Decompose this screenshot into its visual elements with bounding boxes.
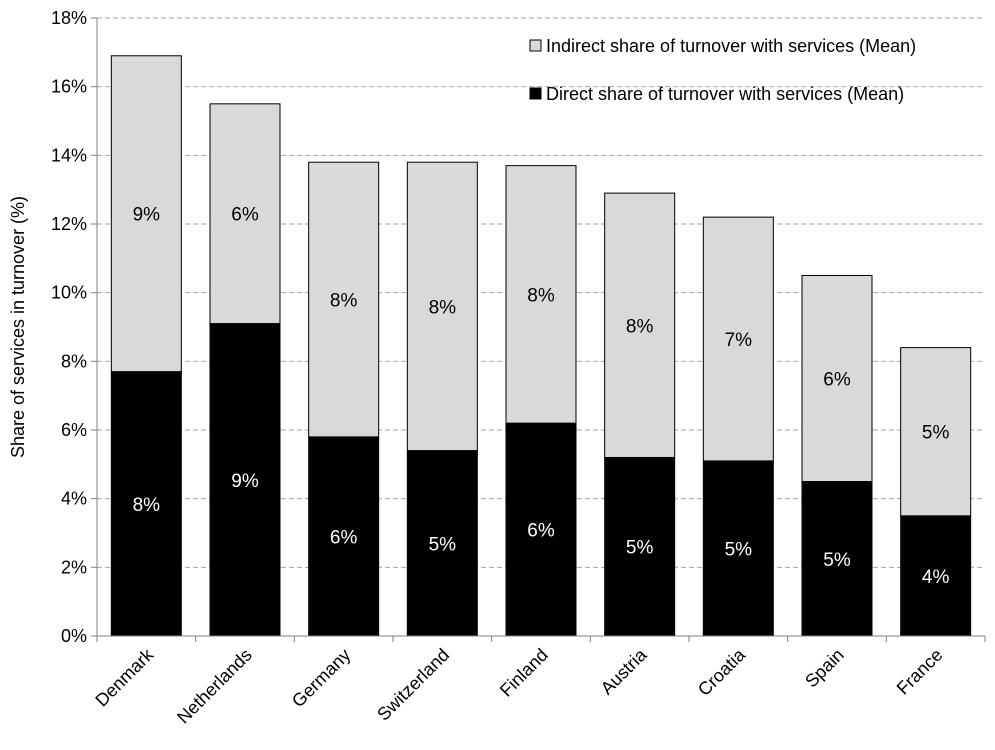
x-tick-label: Spain — [801, 645, 848, 692]
data-label: 5% — [626, 538, 654, 559]
x-tick-label: Netherlands — [173, 645, 256, 728]
data-label: 4% — [922, 567, 950, 588]
x-tick-label: Austria — [597, 644, 651, 698]
data-label: 6% — [330, 527, 358, 548]
y-tick-label: 14% — [51, 145, 87, 165]
x-tick-label: Switzerland — [373, 645, 453, 725]
data-label: 6% — [823, 370, 851, 391]
y-tick-label: 18% — [51, 8, 87, 28]
bar-indirect-austria — [604, 192, 676, 458]
x-tick-label: France — [893, 645, 947, 699]
bar-indirect-spain — [801, 275, 873, 482]
bar-direct-france — [900, 515, 972, 637]
bar-indirect-finland — [505, 165, 577, 424]
data-label: 8% — [429, 297, 457, 318]
data-label: 8% — [133, 495, 161, 516]
bar-indirect-germany — [308, 161, 380, 438]
bar-direct-spain — [801, 481, 873, 637]
bar-direct-finland — [505, 422, 577, 637]
bar-direct-denmark — [110, 371, 182, 637]
data-label: 8% — [527, 285, 555, 306]
x-tick-label: Germany — [288, 645, 354, 711]
x-tick-label: Finland — [496, 645, 552, 701]
legend-label: Direct share of turnover with services (… — [546, 84, 904, 104]
data-label: 9% — [133, 205, 161, 226]
legend-swatch — [529, 87, 542, 100]
y-tick-labels: 0% 2% 4% 6% 8% 10% 12% 14% 16% 18% — [51, 8, 87, 646]
legend-label: Indirect share of turnover with services… — [546, 36, 916, 56]
legend-swatch — [529, 39, 542, 52]
legend: Indirect share of turnover with services… — [529, 36, 916, 104]
y-tick-label: 4% — [61, 489, 87, 509]
y-tick-label: 12% — [51, 214, 87, 234]
x-tick-label: Croatia — [694, 644, 750, 700]
bar-indirect-denmark — [110, 55, 182, 373]
y-axis-title: Share of services in turnover (%) — [8, 196, 28, 458]
bar-direct-croatia — [702, 460, 774, 637]
bar-indirect-netherlands — [209, 103, 281, 325]
y-tick-label: 6% — [61, 420, 87, 440]
data-label: 6% — [527, 521, 555, 542]
data-label: 5% — [725, 539, 753, 560]
data-label: 5% — [823, 550, 851, 571]
data-label: 5% — [922, 423, 950, 444]
y-tick-label: 2% — [61, 557, 87, 577]
bar-indirect-croatia — [702, 216, 774, 462]
data-label: 6% — [231, 205, 259, 226]
y-tick-label: 10% — [51, 283, 87, 303]
x-tick-label: Denmark — [91, 644, 157, 710]
bar-indirect-switzerland — [406, 161, 478, 452]
data-label: 8% — [626, 316, 654, 337]
bars — [110, 55, 972, 637]
data-label: 5% — [429, 534, 457, 555]
data-label: 7% — [725, 330, 753, 351]
y-tick-label: 8% — [61, 351, 87, 371]
y-tick-label: 16% — [51, 77, 87, 97]
y-tick-label: 0% — [61, 626, 87, 646]
data-label: 9% — [231, 471, 259, 492]
data-labels: 8% 9% 9% 6% 6% 8% 5% 8% 6% 8% 5% 8% 5% 7% 5% 6% 4% 5% — [133, 205, 950, 588]
axes — [91, 17, 986, 642]
bar-indirect-france — [900, 347, 972, 517]
data-label: 8% — [330, 291, 358, 312]
x-tick-labels: Denmark Netherlands Germany Switzerland Finl… — [91, 644, 946, 727]
